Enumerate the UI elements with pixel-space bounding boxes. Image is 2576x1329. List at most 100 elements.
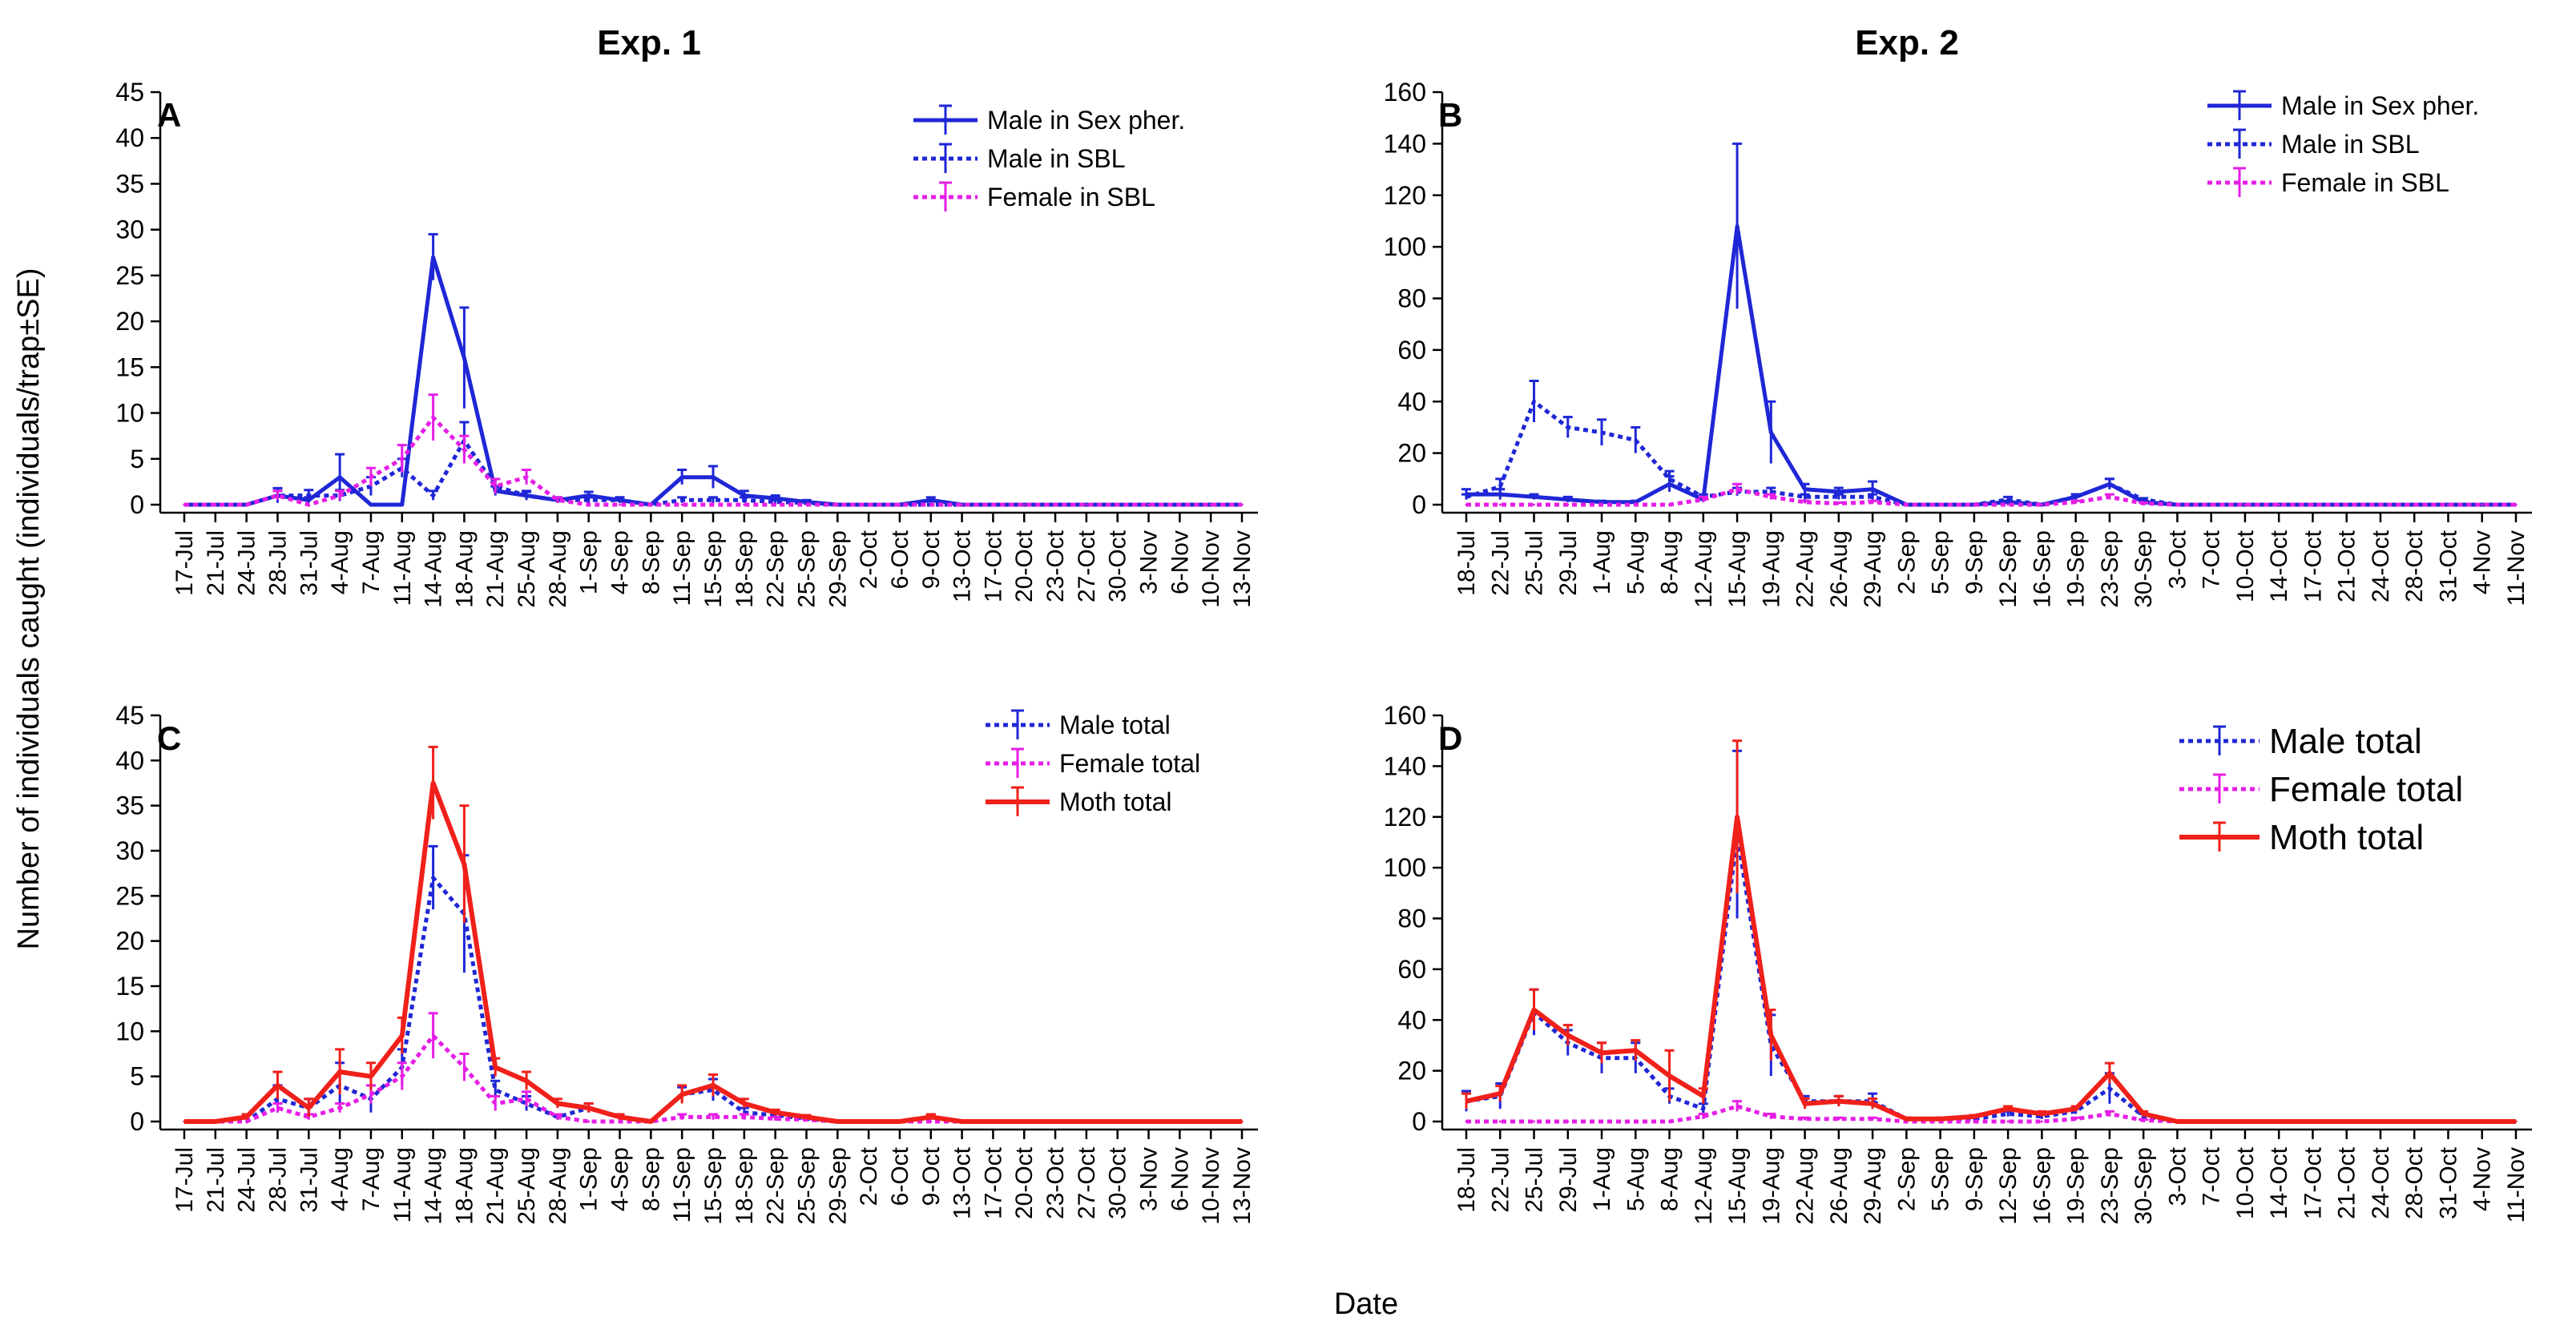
data-point <box>587 498 591 501</box>
data-point <box>2243 503 2247 506</box>
data-point <box>1566 503 1570 506</box>
x-tick-label: 24-Jul <box>234 530 260 596</box>
x-tick-label: 27-Oct <box>1074 1146 1100 1219</box>
data-point <box>1566 1120 1570 1123</box>
data-point <box>1702 1094 1705 1097</box>
x-tick-label: 16-Sep <box>2029 530 2055 608</box>
data-point <box>494 1101 497 1105</box>
data-point <box>774 1111 777 1114</box>
data-point <box>1804 488 1807 491</box>
y-tick-label: 35 <box>115 169 144 198</box>
data-point <box>804 503 808 506</box>
x-tick-label: 11-Nov <box>2503 530 2530 606</box>
data-point <box>1769 495 1772 498</box>
data-point <box>2006 1107 2010 1110</box>
legend: Male total Female total Moth total <box>986 709 1200 816</box>
data-point <box>774 501 777 504</box>
series-female-in-sbl <box>183 393 1244 507</box>
x-tick-label: 17-Oct <box>2300 530 2326 602</box>
y-tick-label: 160 <box>1384 701 1426 730</box>
x-tick-label: 31-Oct <box>2435 1146 2461 1219</box>
y-tick-label: 100 <box>1384 232 1426 261</box>
data-point <box>2108 482 2111 485</box>
legend-item: Male in SBL <box>2207 128 2420 159</box>
legend-item: Male in Sex pher. <box>2207 90 2479 120</box>
data-point <box>1634 439 1637 442</box>
data-point <box>369 476 373 479</box>
data-point <box>619 1115 622 1118</box>
x-tick-label: 18-Aug <box>451 1147 478 1225</box>
x-tick-label: 22-Sep <box>763 530 789 608</box>
x-tick-label: 18-Jul <box>1453 1147 1480 1213</box>
data-point <box>1804 495 1807 498</box>
data-point <box>1566 1033 1570 1037</box>
series-line <box>1465 399 2516 507</box>
data-point <box>183 1120 186 1123</box>
data-point <box>867 503 870 506</box>
x-tick-label: 9-Oct <box>918 530 945 589</box>
x-tick-label: 14-Oct <box>2266 1146 2292 1219</box>
data-point <box>743 1101 746 1105</box>
data-point <box>2040 1120 2043 1123</box>
data-point <box>1939 503 1942 506</box>
data-point <box>183 503 186 506</box>
x-tick-label: 4-Nov <box>2469 1147 2496 1211</box>
x-tick-label: 27-Oct <box>1074 530 1100 602</box>
y-tick-label: 30 <box>115 836 144 865</box>
x-tick-label: 18-Sep <box>732 1147 758 1225</box>
data-point <box>1973 1120 1976 1123</box>
x-tick-label: 29-Sep <box>824 530 851 608</box>
x-tick-label: 11-Aug <box>389 530 416 606</box>
x-tick-label: 11-Sep <box>669 1147 695 1223</box>
data-point <box>2514 503 2518 506</box>
data-point <box>1769 1115 1772 1118</box>
data-point <box>898 503 901 506</box>
legend-label: Female in SBL <box>2281 168 2449 197</box>
series-male-in-sex-pher- <box>1461 142 2518 507</box>
data-point <box>619 498 622 501</box>
data-point <box>743 494 746 497</box>
data-point <box>712 503 715 506</box>
series-line <box>184 438 1242 507</box>
column-title-exp1: Exp. 1 <box>597 23 701 62</box>
data-point <box>1085 503 1088 506</box>
data-point <box>587 1120 591 1123</box>
data-point <box>245 503 248 506</box>
data-point <box>1147 503 1151 506</box>
data-point <box>525 476 528 479</box>
x-tick-label: 29-Aug <box>1860 1147 1886 1225</box>
data-point <box>1837 1118 1840 1121</box>
x-tick-label: 20-Oct <box>1011 1146 1038 1219</box>
x-tick-label: 9-Oct <box>918 1146 945 1206</box>
data-point <box>774 1118 777 1121</box>
y-tick-label: 0 <box>1412 1107 1426 1136</box>
data-point <box>1054 503 1057 506</box>
x-tick-label: 10-Oct <box>2232 1146 2259 1219</box>
y-tick-label: 40 <box>115 123 144 152</box>
data-point <box>1566 425 1570 429</box>
data-point <box>556 1115 559 1118</box>
data-point <box>2175 503 2179 506</box>
data-point <box>1837 501 1840 505</box>
data-point <box>804 1115 808 1118</box>
legend: Male total Female total Moth total <box>2179 722 2463 857</box>
data-point <box>898 1120 901 1123</box>
legend-label: Male in SBL <box>2281 130 2420 159</box>
x-tick-label: 28-Jul <box>264 1147 291 1213</box>
data-point <box>2006 498 2010 501</box>
series-line <box>184 876 1242 1124</box>
data-point <box>1668 477 1671 481</box>
data-point <box>649 503 652 506</box>
y-tick-label: 20 <box>115 927 144 956</box>
x-tick-label: 28-Oct <box>2401 530 2428 602</box>
x-tick-label: 28-Aug <box>545 530 571 608</box>
data-point <box>1804 501 1807 504</box>
data-point <box>1837 490 1840 493</box>
x-tick-label: 9-Sep <box>1961 530 1988 594</box>
data-point <box>680 1093 683 1096</box>
data-point <box>2481 1120 2484 1123</box>
x-tick-label: 5-Aug <box>1623 530 1649 594</box>
data-point <box>1240 1120 1244 1123</box>
